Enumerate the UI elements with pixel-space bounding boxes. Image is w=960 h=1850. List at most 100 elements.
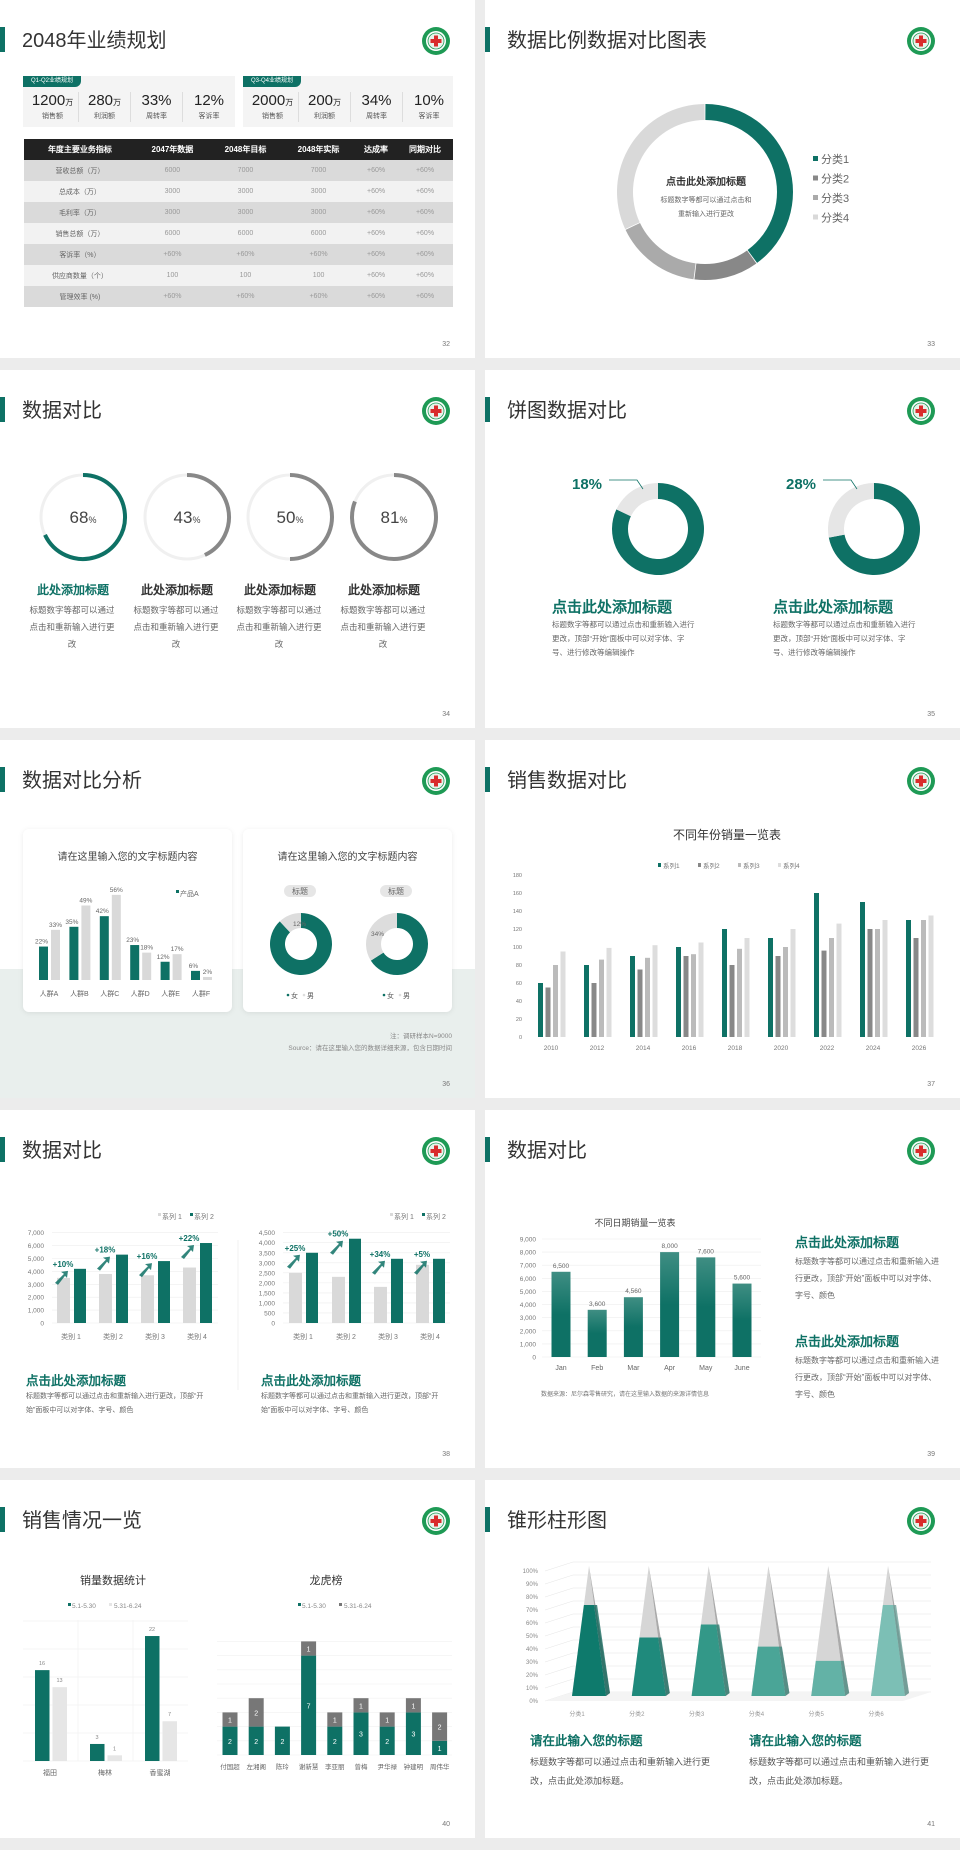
growth-arrow-icon bbox=[139, 1263, 152, 1278]
kpi-group: Q1-Q2业绩规划 1200万 销售额 280万 利润额 33% 周转率 12% 客诉率 bbox=[23, 76, 235, 127]
table-cell: +60% bbox=[135, 286, 209, 307]
page-number: 40 bbox=[442, 1821, 450, 1828]
donut-tag: 标题 bbox=[388, 886, 404, 896]
table-cell: +60% bbox=[282, 286, 356, 307]
legend-swatch bbox=[109, 1603, 112, 1606]
bar bbox=[696, 1257, 716, 1357]
x-tick-label: 2014 bbox=[636, 1045, 651, 1052]
x-tick-label: 类别 3 bbox=[145, 1332, 165, 1341]
growth-arrow-icon bbox=[181, 1245, 194, 1260]
table-cell: 3000 bbox=[282, 202, 356, 223]
kpi-group-tag: Q3-Q4业绩规划 bbox=[243, 76, 302, 87]
bar-label: 22% bbox=[35, 939, 48, 946]
bar bbox=[51, 929, 60, 980]
note-text: 注：调研样本N=9000 bbox=[390, 1031, 452, 1040]
y-tick-label: 5,000 bbox=[28, 1256, 45, 1263]
kpi-label: 周转率 bbox=[146, 113, 167, 120]
donut-slice-male bbox=[366, 913, 397, 961]
bar bbox=[142, 952, 152, 980]
ring-value: 81% bbox=[381, 508, 408, 527]
kpi-item: 280万 利润额 bbox=[79, 92, 131, 122]
bar bbox=[921, 920, 926, 1037]
stacked-bar-series-2 bbox=[222, 1712, 238, 1727]
table-cell: 3000 bbox=[208, 202, 282, 223]
table-cell: 毛利率（万） bbox=[24, 202, 136, 223]
bar-label: 1 bbox=[228, 1718, 232, 1725]
bar-label: 2 bbox=[385, 1739, 389, 1746]
x-tick-label: 左湘阁 bbox=[246, 1762, 266, 1771]
legend-label: 5.31-6.24 bbox=[344, 1603, 372, 1610]
y-tick-label: 5,000 bbox=[520, 1289, 537, 1296]
growth-label: +25% bbox=[285, 1244, 306, 1253]
bar-series-2 bbox=[349, 1238, 361, 1323]
kpi-number: 33% bbox=[141, 92, 172, 109]
y-tick-label: 8,000 bbox=[520, 1250, 537, 1257]
x-tick-label: 2018 bbox=[728, 1045, 743, 1052]
title-accent-bar bbox=[485, 1137, 490, 1162]
block-desc: 标题数字等都可以通过点击和重新输入进行更改，顶部“开始”面板中可以对字体、字号、… bbox=[795, 1257, 939, 1300]
legend-label: 系列3 bbox=[743, 861, 760, 870]
block-desc: 标题数字等都可以通过点击和重新输入进行更改，顶部“开始”面板中可以对字体、字号、… bbox=[26, 1393, 204, 1414]
slide-title: 数据对比 bbox=[507, 1140, 587, 1162]
bar-label: 2 bbox=[438, 1725, 442, 1732]
x-tick-label: 2024 bbox=[866, 1045, 881, 1052]
kpi-item: 10% 客诉率 bbox=[403, 92, 455, 122]
slide-title: 数据比例数据对比图表 bbox=[507, 30, 707, 52]
growth-label: +22% bbox=[179, 1234, 200, 1243]
x-tick-label: 类别 1 bbox=[61, 1332, 81, 1341]
category-label: 人群E bbox=[161, 989, 180, 998]
title-accent-bar bbox=[0, 397, 5, 422]
bar bbox=[637, 969, 643, 1037]
x-tick-label: 分类4 bbox=[749, 1710, 765, 1718]
legend-swatch bbox=[302, 993, 306, 997]
bar-label: 7 bbox=[168, 1712, 171, 1718]
gridline bbox=[544, 1600, 931, 1611]
hospital-logo-icon bbox=[421, 26, 451, 56]
table-header-cell: 同期对比 bbox=[397, 139, 453, 160]
bar-series-1 bbox=[289, 1272, 302, 1323]
cone-value bbox=[871, 1605, 905, 1696]
x-tick-label: 曾梅 bbox=[355, 1762, 369, 1771]
kpi-item: 200万 利润额 bbox=[299, 92, 351, 122]
bar-label: 3 bbox=[95, 1735, 98, 1741]
y-tick-label: 3,000 bbox=[520, 1315, 537, 1322]
bar-label: 16 bbox=[39, 1661, 45, 1667]
legend-swatch bbox=[382, 993, 386, 997]
y-tick-label: 80% bbox=[526, 1595, 539, 1601]
bar bbox=[928, 915, 934, 1037]
kpi-label: 客诉率 bbox=[418, 113, 440, 120]
table-header-cell: 2048年目标 bbox=[208, 139, 282, 160]
bar-series-2 bbox=[74, 1268, 86, 1323]
y-tick-label: 6,000 bbox=[28, 1243, 45, 1250]
title-accent-bar bbox=[485, 397, 490, 422]
bar bbox=[783, 947, 788, 1037]
donut-label: 12% bbox=[293, 921, 306, 928]
gridline bbox=[544, 1652, 931, 1663]
table-cell: 6000 bbox=[135, 223, 209, 244]
cone-value-side bbox=[893, 1605, 909, 1696]
stacked-bar-series-1 bbox=[274, 1726, 290, 1755]
kpi-item: 12% 客诉率 bbox=[183, 92, 235, 122]
table-cell: 管理效率 (%) bbox=[24, 286, 136, 307]
bar bbox=[630, 956, 635, 1037]
donut-slice-highlight bbox=[616, 483, 658, 517]
ring-desc: 标题数字等都可以通过点击和重新输入进行更改 bbox=[133, 605, 219, 649]
y-tick-label: 7,000 bbox=[28, 1230, 45, 1237]
bar bbox=[545, 987, 551, 1037]
slide-40: 销售情况一览 40 销量数据统计 龙虎榜 5.1-5.30 5.31-6.24 5.1-5.… bbox=[0, 1480, 475, 1838]
bar bbox=[652, 945, 658, 1037]
donut-slice bbox=[617, 104, 705, 230]
table-cell: 营收总额（万） bbox=[24, 160, 136, 181]
y-tick-label: 9,000 bbox=[520, 1237, 537, 1244]
bar-label: 8,000 bbox=[661, 1243, 678, 1250]
x-tick-label: 2012 bbox=[590, 1045, 605, 1052]
table-cell: 6000 bbox=[282, 223, 356, 244]
bar-series-2 bbox=[158, 1261, 170, 1323]
table-cell: +60% bbox=[208, 286, 282, 307]
gridline bbox=[544, 1613, 931, 1624]
bar-label: 3 bbox=[411, 1732, 415, 1739]
center-title: 点击此处添加标题 bbox=[666, 175, 747, 188]
stacked-bar-series-1 bbox=[327, 1726, 343, 1755]
legend-label: 系列 1 bbox=[162, 1212, 182, 1221]
